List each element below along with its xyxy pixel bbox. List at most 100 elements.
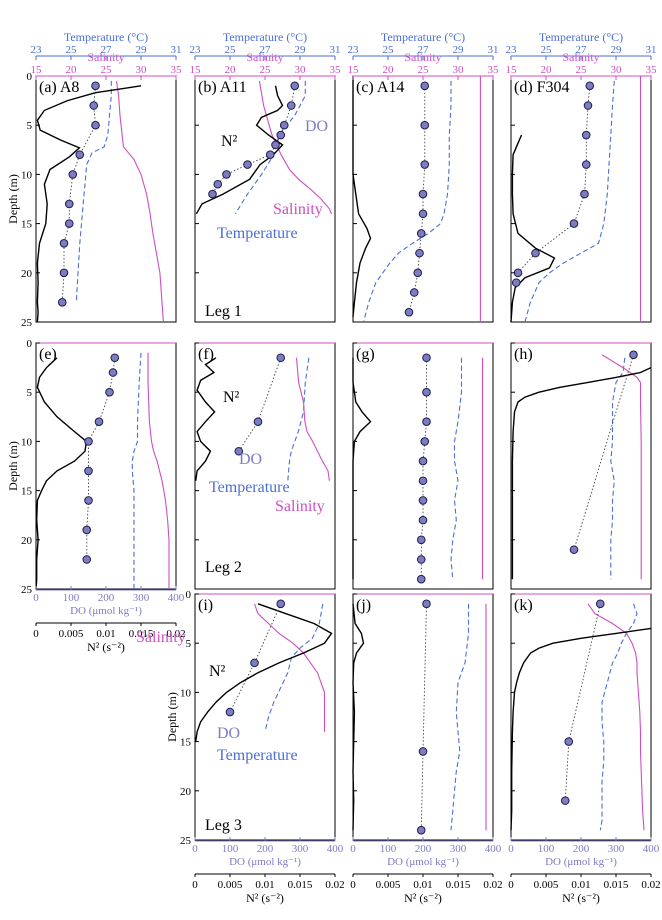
temperature-axis-title: Temperature (°C) [381, 30, 465, 44]
do-point [59, 268, 69, 278]
salinity-tick-label: 35 [330, 64, 342, 76]
do-line [61, 85, 96, 303]
n2-axis-title: N² (s⁻²) [562, 891, 600, 905]
temperature-tick-label: 31 [488, 44, 499, 56]
temperature-line [450, 357, 463, 580]
panel-b: (b) A11 [194, 75, 336, 323]
n2-line [35, 357, 88, 590]
plot-frame [352, 342, 494, 590]
salinity-top-axis: 15 20 25 30 35 Salinity [506, 50, 657, 80]
depth-tick-label: 15 [21, 486, 33, 498]
panel-title: (i) [198, 597, 213, 614]
n2-tick-label: 0.01 [413, 879, 432, 891]
do-axis-title: DO (μmol kg⁻¹) [387, 856, 459, 868]
in-plot-label: DO [305, 118, 328, 135]
do-point [290, 81, 300, 91]
depth-axis-title: Depth (m) [6, 441, 20, 491]
do-point [418, 496, 428, 505]
do-point [265, 150, 275, 160]
temperature-tick-label: 25 [383, 44, 395, 56]
salinity-top-axis: 15 20 25 30 35 Salinity [190, 50, 342, 80]
temperature-axis-title: Temperature (°C) [64, 30, 148, 44]
salinity-tick-label: 20 [541, 64, 553, 76]
do-point [250, 658, 259, 668]
salinity-tick-label: 30 [453, 64, 465, 76]
do-point [413, 268, 423, 278]
do-point [108, 368, 118, 377]
temperature-tick-label: 31 [171, 44, 182, 56]
salinity-line [295, 357, 330, 481]
temperature-line [610, 357, 626, 580]
do-point [415, 248, 424, 258]
do-point [286, 101, 296, 110]
temperature-tick-label: 27 [418, 44, 430, 56]
do-point [234, 446, 244, 456]
temperature-line [234, 80, 306, 215]
salinity-axis-title: Salinity [87, 50, 124, 64]
n2-line [195, 357, 217, 481]
n2-line [510, 134, 556, 323]
do-line [564, 603, 601, 801]
temperature-tick-label: 25 [225, 44, 237, 56]
n2-tick-label: 0.005 [376, 879, 401, 891]
plot-frame [510, 75, 652, 323]
n2-axis-title: N² (s⁻²) [87, 640, 125, 654]
do-tick-label: 0 [350, 843, 356, 855]
do-point [89, 101, 99, 110]
temperature-tick-label: 29 [295, 44, 307, 56]
panel-g: (g) [352, 342, 494, 590]
salinity-line [601, 354, 642, 580]
do-point [422, 417, 431, 427]
plot-frame [510, 342, 652, 590]
n2-line [511, 366, 652, 580]
do-point [513, 268, 523, 278]
in-plot-label: Salinity [136, 629, 186, 646]
do-point [94, 417, 104, 427]
temperature-tick-label: 27 [260, 44, 272, 56]
do-point [416, 535, 426, 545]
salinity-tick-label: 25 [576, 64, 588, 76]
do-point [422, 353, 431, 363]
do-point [59, 238, 69, 248]
depth-axis [195, 342, 199, 590]
do-point [271, 140, 280, 150]
do-point [64, 219, 74, 228]
n2-line [510, 627, 652, 831]
do-point [420, 437, 430, 446]
n2-line [352, 76, 372, 318]
do-tick-label: 200 [257, 843, 274, 855]
depth-axis: 0 5 10 15 20 25 Depth (m) [6, 338, 40, 596]
salinity-line [253, 603, 326, 732]
depth-axis-title: Depth (m) [165, 692, 179, 742]
salinity-axis-title: Salinity [404, 50, 441, 64]
do-tick-label: 400 [327, 843, 344, 855]
do-point [569, 545, 579, 554]
depth-axis [195, 75, 199, 323]
do-point [110, 353, 120, 363]
n2-tick-label: 0.02 [641, 879, 660, 891]
do-tick-label: 400 [168, 592, 185, 604]
temperature-line [362, 80, 452, 323]
salinity-tick-label: 20 [383, 64, 395, 76]
salinity-tick-label: 25 [418, 64, 430, 76]
do-tick-label: 0 [508, 843, 514, 855]
plot-frame [194, 593, 336, 841]
depth-axis [353, 593, 357, 841]
temperature-line [131, 352, 142, 589]
do-point [243, 160, 252, 169]
do-tick-label: 300 [450, 843, 467, 855]
n2-tick-label: 0 [192, 879, 198, 891]
in-plot-label: Temperature [217, 225, 298, 242]
leg-label: Leg 2 [205, 559, 242, 576]
depth-tick-label: 20 [21, 535, 33, 547]
do-tick-label: 100 [538, 843, 555, 855]
do-point [420, 81, 430, 91]
do-point [511, 278, 521, 287]
panel-h: (h) [510, 342, 652, 590]
do-point [416, 574, 426, 584]
do-tick-label: 200 [573, 843, 590, 855]
panel-title: (c) A14 [356, 79, 404, 96]
do-point [91, 120, 100, 130]
temperature-line [524, 80, 615, 323]
in-plot-label: Salinity [275, 498, 325, 515]
